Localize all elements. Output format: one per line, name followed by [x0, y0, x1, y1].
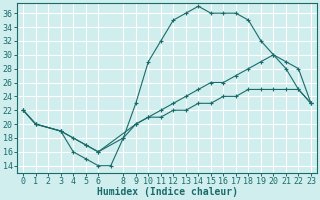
X-axis label: Humidex (Indice chaleur): Humidex (Indice chaleur)	[97, 187, 237, 197]
